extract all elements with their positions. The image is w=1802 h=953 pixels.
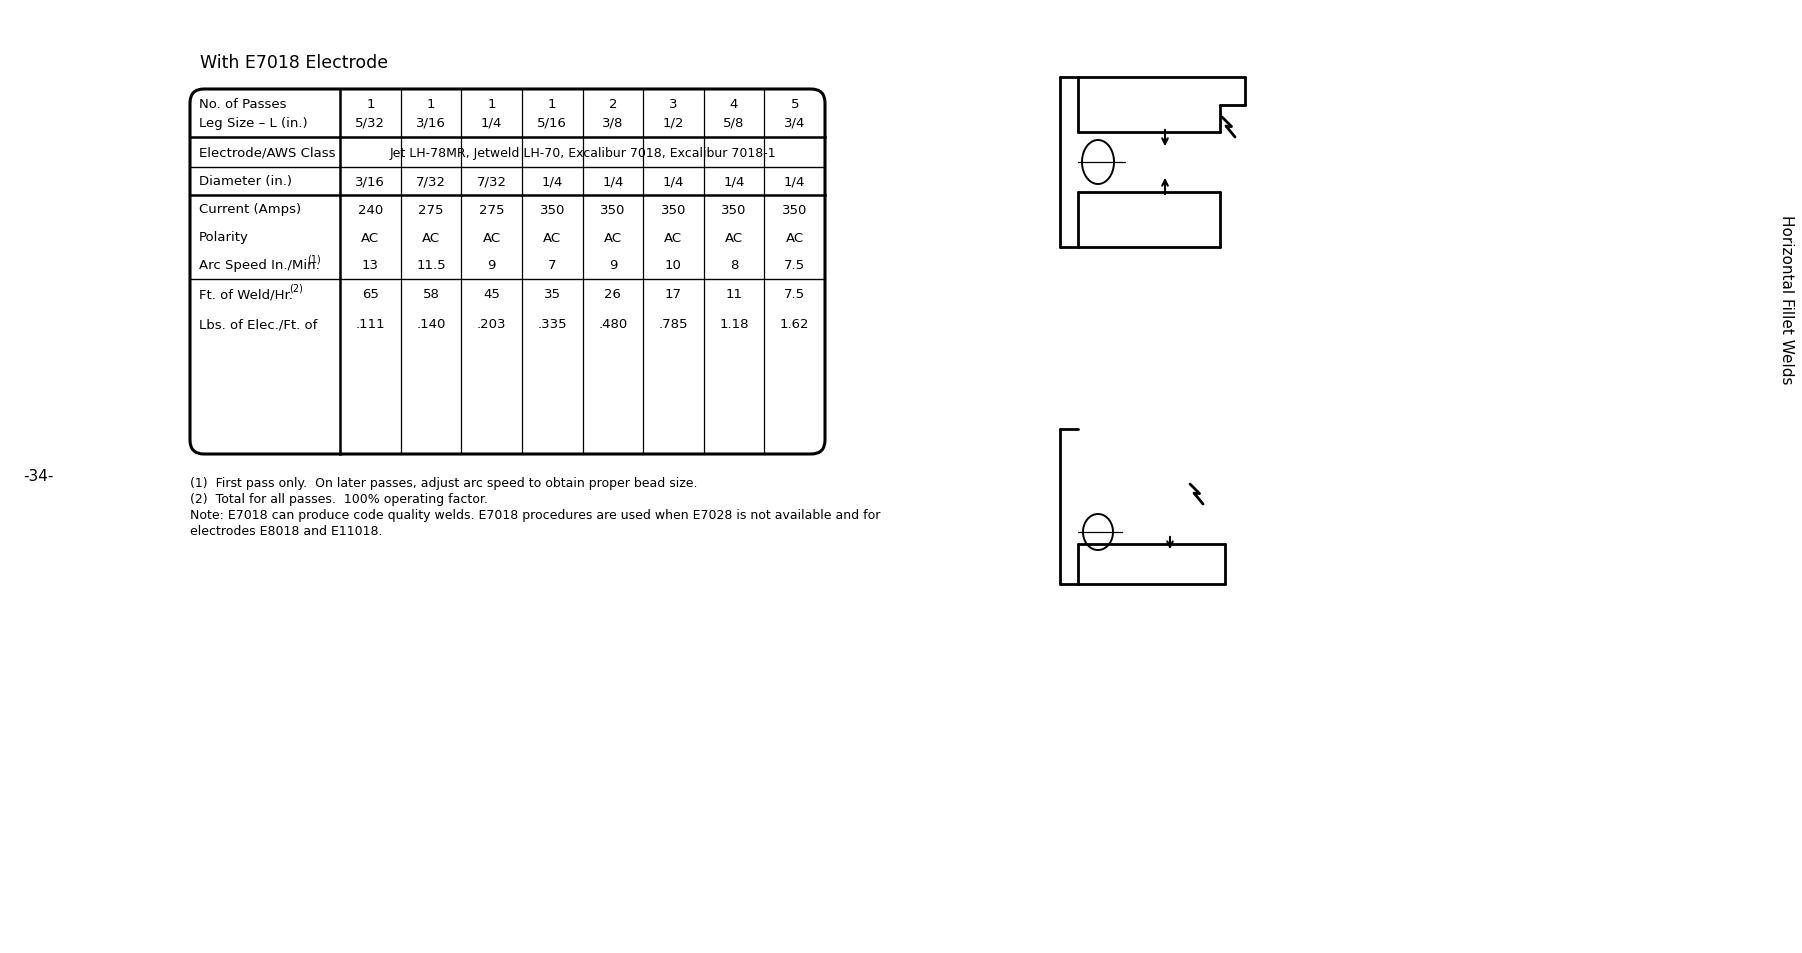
Text: 9: 9 [609, 259, 616, 273]
Text: (1): (1) [306, 254, 321, 265]
Text: .335: .335 [537, 318, 568, 331]
Text: 1/4: 1/4 [784, 175, 805, 189]
Text: 58: 58 [422, 288, 440, 301]
Text: -34-: -34- [23, 469, 54, 484]
Text: AC: AC [483, 232, 501, 244]
Text: 45: 45 [483, 288, 499, 301]
Text: 5: 5 [791, 98, 798, 112]
Text: 8: 8 [730, 259, 739, 273]
Text: 7.5: 7.5 [784, 288, 805, 301]
Text: 350: 350 [661, 203, 687, 216]
Text: 240: 240 [357, 203, 384, 216]
Text: 3/8: 3/8 [602, 116, 623, 130]
Text: 1: 1 [427, 98, 436, 112]
Text: 3/16: 3/16 [416, 116, 445, 130]
Text: 350: 350 [600, 203, 625, 216]
Text: 7: 7 [548, 259, 557, 273]
Text: 35: 35 [544, 288, 560, 301]
Text: (1)  First pass only.  On later passes, adjust arc speed to obtain proper bead s: (1) First pass only. On later passes, ad… [189, 476, 697, 490]
Text: 1/4: 1/4 [663, 175, 685, 189]
Text: Polarity: Polarity [198, 232, 249, 244]
Text: 275: 275 [479, 203, 505, 216]
Text: 275: 275 [418, 203, 443, 216]
Text: .480: .480 [598, 318, 627, 331]
Text: 5/8: 5/8 [723, 116, 744, 130]
Text: 1/4: 1/4 [723, 175, 744, 189]
Text: 3/16: 3/16 [355, 175, 386, 189]
Text: Diameter (in.): Diameter (in.) [198, 175, 292, 189]
Text: electrodes E8018 and E11018.: electrodes E8018 and E11018. [189, 524, 382, 537]
Text: 9: 9 [487, 259, 496, 273]
Text: 1.18: 1.18 [719, 318, 750, 331]
Text: 1.62: 1.62 [780, 318, 809, 331]
Text: 1: 1 [548, 98, 557, 112]
Text: AC: AC [786, 232, 804, 244]
Text: 26: 26 [604, 288, 622, 301]
Text: AC: AC [360, 232, 380, 244]
Text: AC: AC [724, 232, 742, 244]
Text: Note: E7018 can produce code quality welds. E7018 procedures are used when E7028: Note: E7018 can produce code quality wel… [189, 509, 881, 521]
Text: 2: 2 [609, 98, 616, 112]
Text: Lbs. of Elec./Ft. of: Lbs. of Elec./Ft. of [198, 318, 317, 331]
Text: 1/4: 1/4 [541, 175, 562, 189]
Text: 10: 10 [665, 259, 681, 273]
Text: 7.5: 7.5 [784, 259, 805, 273]
Text: Arc Speed In./Min.: Arc Speed In./Min. [198, 259, 319, 273]
Text: 5/32: 5/32 [355, 116, 386, 130]
Text: (2)  Total for all passes.  100% operating factor.: (2) Total for all passes. 100% operating… [189, 493, 488, 505]
Text: 1: 1 [487, 98, 496, 112]
Text: 3: 3 [669, 98, 678, 112]
Text: 11: 11 [726, 288, 742, 301]
Text: 1/4: 1/4 [481, 116, 503, 130]
Text: 350: 350 [721, 203, 746, 216]
Text: 13: 13 [362, 259, 378, 273]
Text: .203: .203 [478, 318, 506, 331]
Text: 4: 4 [730, 98, 739, 112]
Text: AC: AC [665, 232, 683, 244]
Text: .785: .785 [660, 318, 688, 331]
Text: 5/16: 5/16 [537, 116, 568, 130]
Text: 7/32: 7/32 [476, 175, 506, 189]
Text: 65: 65 [362, 288, 378, 301]
Text: (2): (2) [288, 284, 303, 294]
Text: .140: .140 [416, 318, 445, 331]
Text: Ft. of Weld/Hr.: Ft. of Weld/Hr. [198, 288, 294, 301]
Text: 1/4: 1/4 [602, 175, 623, 189]
Text: 3/4: 3/4 [784, 116, 805, 130]
Text: 350: 350 [539, 203, 564, 216]
Text: 1/2: 1/2 [663, 116, 685, 130]
Text: 11.5: 11.5 [416, 259, 445, 273]
Text: .111: .111 [355, 318, 386, 331]
Text: Current (Amps): Current (Amps) [198, 203, 301, 216]
Text: 17: 17 [665, 288, 681, 301]
Text: 7/32: 7/32 [416, 175, 445, 189]
Text: Jet LH-78MR, Jetweld LH-70, Excalibur 7018, Excalibur 7018-1: Jet LH-78MR, Jetweld LH-70, Excalibur 70… [389, 147, 777, 159]
Text: Horizontal Fillet Welds: Horizontal Fillet Welds [1780, 215, 1795, 384]
Text: 350: 350 [782, 203, 807, 216]
Text: 1: 1 [366, 98, 375, 112]
Text: AC: AC [542, 232, 560, 244]
Text: With E7018 Electrode: With E7018 Electrode [200, 54, 387, 71]
Text: Electrode/AWS Class: Electrode/AWS Class [198, 147, 335, 159]
Text: AC: AC [604, 232, 622, 244]
Text: No. of Passes: No. of Passes [198, 98, 287, 112]
Text: AC: AC [422, 232, 440, 244]
Text: Leg Size – L (in.): Leg Size – L (in.) [198, 116, 308, 130]
